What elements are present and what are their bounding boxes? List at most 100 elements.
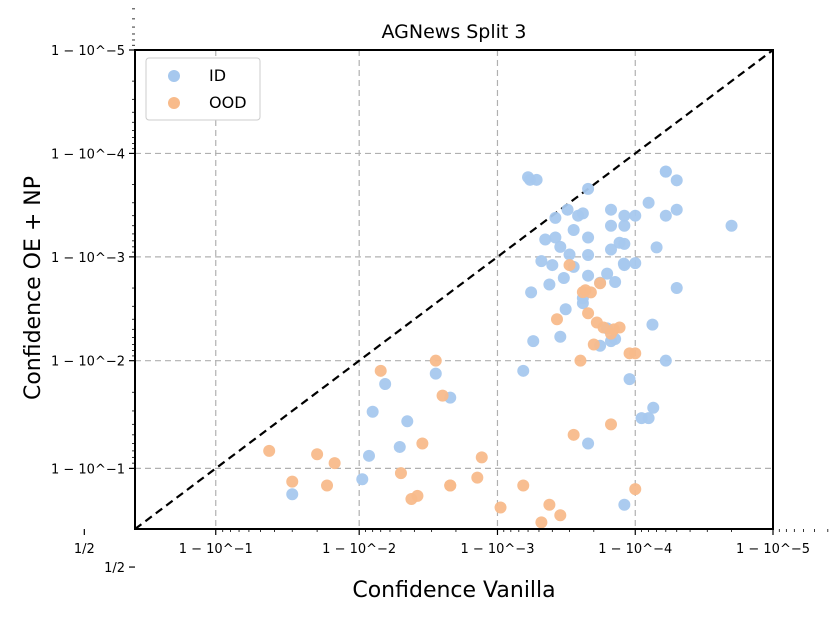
point-id-13	[525, 286, 538, 299]
point-ood-49	[550, 313, 563, 326]
point-id-35	[605, 219, 618, 232]
y-tick-label-1: 1 − 10^−1	[51, 462, 125, 477]
point-id-70	[647, 401, 660, 414]
y-tick-label-4: 1 − 10^−4	[51, 147, 125, 162]
point-id-66	[617, 257, 630, 270]
point-ood-31	[475, 451, 488, 464]
x-tick-labels: 1/2 1 − 10^−1 1 − 10^−2 1 − 10^−3 1 − 10^−4 1…	[74, 542, 810, 557]
point-ood-9	[263, 444, 276, 457]
point-id-46	[629, 209, 642, 222]
point-id-23	[567, 223, 580, 236]
point-id-19	[543, 278, 556, 291]
point-ood-15	[374, 364, 387, 377]
point-ood-24	[394, 467, 407, 480]
point-ood-45	[567, 428, 580, 441]
x-tick-label-5: 1 − 10^−5	[736, 542, 810, 557]
point-ood-12	[328, 457, 341, 470]
point-id-56	[618, 209, 631, 222]
point-ood-51	[594, 277, 607, 290]
point-id-28	[582, 182, 595, 195]
point-id-10	[517, 364, 530, 377]
y-axis-label: Confidence OE + NP	[21, 176, 46, 400]
point-ood-28	[429, 354, 442, 367]
x-tick-label-1: 1 − 10^−1	[179, 542, 253, 557]
point-ood-8	[286, 475, 299, 488]
series-ood-points	[263, 259, 642, 529]
point-id-57	[659, 209, 672, 222]
y-tick-label-0: 1/2	[104, 561, 125, 576]
axes	[83, 8, 829, 568]
x-axis-label: Confidence Vanilla	[352, 578, 555, 603]
point-id-25	[554, 240, 567, 253]
series-id-points	[286, 165, 738, 511]
legend-marker-id	[168, 70, 180, 82]
point-id-71	[646, 318, 659, 331]
point-ood-33	[517, 479, 530, 492]
point-ood-17	[436, 389, 449, 402]
point-id-27	[561, 203, 574, 216]
point-id-29	[549, 211, 562, 224]
point-ood-30	[471, 471, 484, 484]
point-ood-55	[597, 321, 610, 334]
point-ood-50	[582, 307, 595, 320]
point-id-15	[549, 231, 562, 244]
y-tick-label-3: 1 − 10^−3	[51, 251, 125, 266]
point-ood-36	[543, 498, 556, 511]
point-ood-66	[563, 259, 576, 272]
diagonal-line	[134, 49, 774, 530]
x-tick-label-4: 1 − 10^−4	[598, 542, 672, 557]
diagonal-reference	[134, 49, 774, 530]
point-ood-11	[321, 479, 334, 492]
x-tick-label-0: 1/2	[74, 542, 95, 557]
point-id-16	[559, 303, 572, 316]
point-id-41	[601, 267, 614, 280]
chart-title: AGNews Split 3	[381, 21, 526, 43]
point-id-31	[605, 203, 618, 216]
point-id-55	[670, 203, 683, 216]
x-tick-label-2: 1 − 10^−2	[322, 542, 396, 557]
point-ood-59	[629, 347, 642, 360]
plot-frame	[134, 49, 774, 530]
point-id-32	[535, 255, 548, 268]
point-ood-10	[311, 448, 324, 461]
point-id-12	[554, 330, 567, 343]
point-id-52	[618, 237, 631, 250]
x-tick-label-3: 1 − 10^−3	[460, 542, 534, 557]
point-ood-37	[554, 509, 567, 522]
point-id-69	[670, 174, 683, 187]
point-id-34	[522, 171, 535, 184]
legend: ID OOD	[145, 57, 261, 121]
point-id-11	[527, 335, 540, 348]
legend-label-ood: OOD	[209, 93, 247, 112]
point-id-1	[286, 488, 299, 501]
point-ood-16	[416, 437, 429, 450]
point-ood-35	[535, 516, 548, 529]
point-ood-60	[605, 418, 618, 431]
legend-label-id: ID	[209, 66, 226, 85]
point-id-3	[379, 378, 392, 391]
point-id-58	[659, 165, 672, 178]
point-id-53	[618, 219, 631, 232]
point-id-37	[605, 243, 618, 256]
point-id-45	[629, 257, 642, 270]
point-ood-46	[574, 354, 587, 367]
point-id-7	[393, 440, 406, 453]
point-id-21	[582, 231, 595, 244]
point-id-61	[618, 498, 631, 511]
point-id-5	[401, 415, 414, 428]
y-tick-label-2: 1 − 10^−2	[51, 355, 125, 370]
point-ood-61	[629, 483, 642, 496]
point-ood-29	[444, 479, 457, 492]
point-id-20	[563, 248, 576, 261]
point-id-42	[609, 276, 622, 289]
y-tick-label-5: 1 − 10^−5	[51, 44, 125, 59]
point-ood-67	[584, 286, 597, 299]
point-id-68	[725, 219, 738, 232]
legend-marker-ood	[168, 97, 180, 109]
point-id-60	[582, 437, 595, 450]
point-ood-47	[587, 338, 600, 351]
point-id-22	[539, 233, 552, 246]
point-id-43	[582, 269, 595, 282]
point-id-48	[650, 241, 663, 254]
